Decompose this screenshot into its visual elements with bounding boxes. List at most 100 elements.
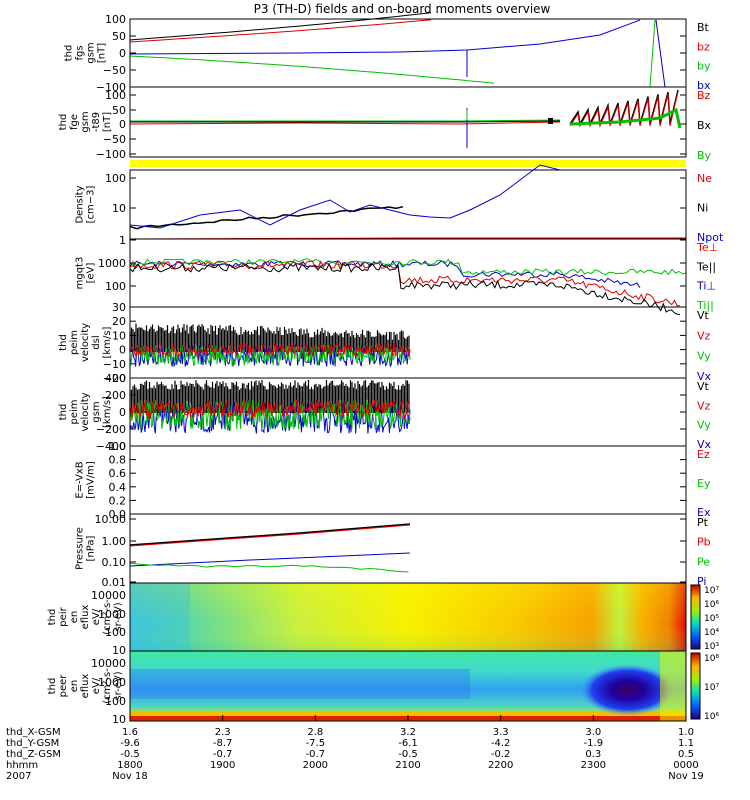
colorbar-label-peir-4: 10³ <box>704 642 719 652</box>
legend-vel2-3: Vx <box>697 438 712 451</box>
ytick-fge-0: 100 <box>105 89 126 102</box>
series-bx-jump <box>655 19 666 88</box>
plot-title: P3 (TH-D) fields and on-board moments ov… <box>254 2 551 16</box>
ytick-density-0: 100 <box>105 172 126 185</box>
series-by-jump <box>649 19 656 88</box>
series-sawtooth-red <box>569 91 679 128</box>
ytick-vel1-4: −10 <box>103 358 126 371</box>
ytick-fgs-2: 0 <box>119 47 126 60</box>
legend-temp-2: Ti⊥ <box>696 280 716 293</box>
ylabel-vel1-4: [km/s] <box>102 326 113 358</box>
ylabel-density-1: [cm−3] <box>86 186 97 224</box>
ytick-evxb-1: 0.8 <box>109 454 127 467</box>
ytick-vel1-5: −20 <box>103 372 126 385</box>
legend-fge-0: Bz <box>697 89 711 102</box>
panel-frame <box>129 445 687 515</box>
ytick-fgs-1: 50 <box>112 30 126 43</box>
legend-fgs-3: bx <box>697 79 711 92</box>
ylabel-vel1-0: thd <box>58 334 69 351</box>
ylabel-peer-2: en <box>69 680 80 693</box>
ylabel-peir-4: eV/ <box>91 608 102 625</box>
ylabel-temp-1: [eV] <box>86 263 97 284</box>
series-ti-par <box>129 258 687 276</box>
legend-vel1-1: Vz <box>697 329 711 342</box>
legend-density-1: Ni <box>697 202 708 215</box>
xtick-x-5: 3.0 <box>585 727 601 738</box>
ylabel-peir-0: thd <box>47 609 58 626</box>
colorbar-label-peir-0: 10⁷ <box>704 586 719 596</box>
ylabel-density-0: Density <box>75 185 86 223</box>
colorbar-label-peer-1: 10⁷ <box>704 683 719 693</box>
ylabel-fgs-2: gsm <box>86 42 97 63</box>
series-vy <box>129 399 411 431</box>
ytick-fgs-0: 100 <box>105 13 126 26</box>
ytick-vel1-0: 30 <box>112 301 126 314</box>
legend-temp-0: Te⊥ <box>696 241 718 254</box>
xtick-d-0: Nov 18 <box>112 771 147 782</box>
ytick-fgs-4: −100 <box>96 81 126 94</box>
ylabel-peer-6: sr-eV) <box>113 671 124 700</box>
legend-temp-1: Te|| <box>696 260 716 273</box>
xtick-t-6: 0000 <box>673 760 698 771</box>
legend-fgs-2: by <box>697 60 711 73</box>
xtick-z-5: 0.3 <box>585 749 601 760</box>
xaxis-row-label-4: 2007 <box>6 771 31 782</box>
ylabel-vel2-3: gsm <box>91 401 102 422</box>
xtick-t-4: 2200 <box>488 760 513 771</box>
xaxis-row-label-0: thd_X-GSM <box>6 727 61 738</box>
series-pi <box>129 552 411 567</box>
ytick-vel2-0: 400 <box>105 372 126 385</box>
ytick-fgs-3: −50 <box>103 64 126 77</box>
ytick-fge-1: 50 <box>112 104 126 117</box>
panel-peir <box>129 582 701 652</box>
legend-pressure-2: Pe <box>697 555 710 568</box>
panel-frame <box>129 18 687 88</box>
panel-density <box>129 164 687 241</box>
legend-fge-1: Bx <box>697 119 712 132</box>
ytick-fge-3: −50 <box>103 133 126 146</box>
ytick-evxb-3: 0.4 <box>109 481 127 494</box>
legend-pressure-0: Pt <box>697 516 709 529</box>
xtick-x-4: 3.3 <box>493 727 509 738</box>
series-pe <box>129 562 409 573</box>
legend-vel2-1: Vz <box>697 399 711 412</box>
legend-vel1-3: Vx <box>697 370 712 383</box>
ylabel-peir-3: eflux <box>80 605 91 630</box>
ytick-vel1-3: 0 <box>119 344 126 357</box>
xtick-y-4: -4.2 <box>491 738 511 749</box>
series-bz <box>129 19 432 43</box>
legend-vel1-0: Vt <box>697 309 710 322</box>
xtick-x-2: 2.8 <box>307 727 323 738</box>
ylabel-vel1-2: velocity <box>80 323 91 362</box>
ytick-pressure-3: 0.01 <box>102 576 127 589</box>
colorbar-peer <box>690 652 701 720</box>
series-vz <box>129 342 411 358</box>
ylabel-peir-2: en <box>69 611 80 624</box>
ytick-vel2-4: −400 <box>96 440 126 453</box>
ylabel-fgs-3: [nT] <box>97 43 108 63</box>
xaxis-row-label-2: thd_Z-GSM <box>6 749 61 760</box>
ylabel-fge-1: fge <box>69 114 80 130</box>
legend-evxb-1: Ey <box>697 477 711 490</box>
xtick-z-4: -0.2 <box>491 749 511 760</box>
ytick-evxb-2: 0.6 <box>109 467 127 480</box>
ytick-evxb-5: 0.0 <box>109 508 127 521</box>
xtick-t-3: 2100 <box>395 760 420 771</box>
xtick-t-5: 2300 <box>581 760 606 771</box>
ylabel-fge-3: -t89 <box>91 112 102 132</box>
ylabel-peer-4: eV/ <box>91 677 102 694</box>
legend-fge-2: By <box>697 149 712 162</box>
xtick-y-0: -9.6 <box>120 738 140 749</box>
xtick-t-0: 1800 <box>117 760 142 771</box>
ylabel-vel1-3: dsl <box>91 335 102 349</box>
ytick-peer-0: 10000 <box>91 657 126 670</box>
ytick-temp-0: 1000 <box>98 257 126 270</box>
xtick-z-3: -0.5 <box>398 749 418 760</box>
spectrogram-peir-shade <box>130 583 686 651</box>
ytick-density-1: 10 <box>112 202 126 215</box>
series-by <box>130 119 561 122</box>
ylabel-peir-6: sr-eV) <box>113 602 124 631</box>
series-bz <box>129 121 561 125</box>
ytick-peir-3: 10 <box>112 644 126 657</box>
xtick-z-2: -0.7 <box>306 749 326 760</box>
